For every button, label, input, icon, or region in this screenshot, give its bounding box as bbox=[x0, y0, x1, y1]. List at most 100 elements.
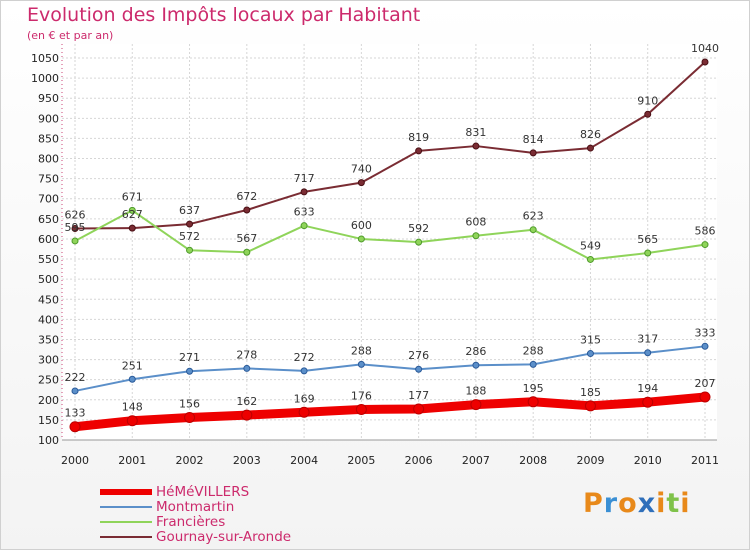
data-label-gournay-sur-aronde: 1040 bbox=[691, 42, 719, 55]
y-tick-label: 500 bbox=[38, 273, 59, 286]
data-label-h-m-villers: 195 bbox=[523, 382, 544, 395]
x-tick-label: 2010 bbox=[634, 454, 662, 467]
data-label-h-m-villers: 169 bbox=[294, 392, 315, 405]
data-point-franci-res bbox=[71, 237, 79, 245]
data-label-gournay-sur-aronde: 626 bbox=[65, 208, 86, 221]
data-label-h-m-villers: 156 bbox=[179, 397, 200, 410]
data-point-franci-res bbox=[701, 241, 709, 249]
data-point-gournay-sur-aronde bbox=[529, 149, 537, 157]
logo-letter: o bbox=[618, 488, 638, 519]
data-label-h-m-villers: 148 bbox=[122, 401, 143, 414]
logo-letter: P bbox=[583, 488, 604, 519]
series-line-montmartin bbox=[74, 345, 706, 392]
y-tick-label: 200 bbox=[38, 394, 59, 407]
data-point-montmartin bbox=[701, 342, 709, 350]
legend-label-gournay: Gournay-sur-Aronde bbox=[156, 529, 292, 545]
legend-item-francieres: Francières bbox=[100, 515, 360, 530]
data-point-h-m-villers bbox=[642, 396, 654, 408]
data-label-gournay-sur-aronde: 814 bbox=[523, 133, 544, 146]
x-tick-label: 2006 bbox=[405, 454, 433, 467]
legend-item-hemevillers: HéMéVILLERS bbox=[100, 485, 360, 500]
data-label-gournay-sur-aronde: 717 bbox=[294, 172, 315, 185]
data-point-montmartin bbox=[186, 367, 194, 375]
data-label-h-m-villers: 176 bbox=[351, 389, 372, 402]
data-point-h-m-villers bbox=[527, 396, 539, 408]
legend: HéMéVILLERS Montmartin Francières Gourna… bbox=[100, 485, 360, 545]
series-line-gournay-sur-aronde bbox=[74, 61, 706, 230]
data-label-franci-res: 549 bbox=[580, 239, 601, 252]
data-point-montmartin bbox=[128, 375, 136, 383]
data-point-franci-res bbox=[472, 232, 480, 240]
data-point-montmartin bbox=[71, 387, 79, 395]
data-label-h-m-villers: 162 bbox=[236, 395, 257, 408]
data-label-montmartin: 278 bbox=[236, 348, 257, 361]
data-point-h-m-villers bbox=[470, 399, 482, 411]
chart-subtitle: (en € et par an) bbox=[27, 29, 114, 42]
data-point-gournay-sur-aronde bbox=[243, 206, 251, 214]
legend-label-francieres: Francières bbox=[156, 514, 226, 530]
data-label-gournay-sur-aronde: 672 bbox=[236, 190, 257, 203]
legend-swatch-montmartin bbox=[100, 506, 152, 508]
data-point-franci-res bbox=[529, 226, 537, 234]
x-tick-label: 2004 bbox=[290, 454, 318, 467]
data-labels: 626 627 637 672 717 740 819 831 814 826 910 1040 595… bbox=[65, 42, 720, 420]
data-label-franci-res: 565 bbox=[637, 233, 658, 246]
data-point-gournay-sur-aronde bbox=[186, 220, 194, 228]
data-label-h-m-villers: 133 bbox=[65, 407, 86, 420]
data-label-franci-res: 586 bbox=[695, 225, 716, 238]
data-point-h-m-villers bbox=[184, 411, 196, 423]
data-label-franci-res: 600 bbox=[351, 219, 372, 232]
data-point-franci-res bbox=[128, 206, 136, 214]
data-point-h-m-villers bbox=[355, 403, 367, 415]
y-tick-label: 300 bbox=[38, 354, 59, 367]
data-label-franci-res: 592 bbox=[408, 222, 429, 235]
data-point-montmartin bbox=[586, 350, 594, 358]
y-tick-label: 250 bbox=[38, 374, 59, 387]
data-label-franci-res: 623 bbox=[523, 210, 544, 223]
data-label-h-m-villers: 185 bbox=[580, 386, 601, 399]
data-point-h-m-villers bbox=[298, 406, 310, 418]
data-point-montmartin bbox=[644, 349, 652, 357]
data-point-gournay-sur-aronde bbox=[472, 142, 480, 150]
data-point-h-m-villers bbox=[413, 403, 425, 415]
data-point-franci-res bbox=[243, 248, 251, 256]
data-point-gournay-sur-aronde bbox=[415, 147, 423, 155]
data-label-franci-res: 595 bbox=[65, 221, 86, 234]
chart-title: Evolution des Impôts locaux par Habitant bbox=[27, 4, 421, 26]
data-label-montmartin: 286 bbox=[465, 345, 486, 358]
y-tick-label: 350 bbox=[38, 333, 59, 346]
data-label-franci-res: 633 bbox=[294, 206, 315, 219]
data-point-gournay-sur-aronde bbox=[701, 58, 709, 66]
data-point-gournay-sur-aronde bbox=[71, 224, 79, 232]
data-label-gournay-sur-aronde: 826 bbox=[580, 128, 601, 141]
y-tick-label: 400 bbox=[38, 313, 59, 326]
y-tick-label: 1000 bbox=[31, 72, 59, 85]
x-tick-label: 2011 bbox=[691, 454, 719, 467]
plot-area bbox=[62, 44, 717, 440]
x-tick-label: 2005 bbox=[347, 454, 375, 467]
proxiti-logo: Proxiti bbox=[583, 488, 691, 519]
data-label-h-m-villers: 177 bbox=[408, 389, 429, 402]
y-tick-label: 700 bbox=[38, 193, 59, 206]
data-point-gournay-sur-aronde bbox=[300, 188, 308, 196]
data-point-franci-res bbox=[300, 222, 308, 230]
data-point-gournay-sur-aronde bbox=[128, 224, 136, 232]
data-label-h-m-villers: 194 bbox=[637, 382, 658, 395]
legend-swatch-hemevillers bbox=[100, 489, 152, 495]
data-point-montmartin bbox=[243, 364, 251, 372]
data-point-montmartin bbox=[300, 367, 308, 375]
data-point-h-m-villers bbox=[699, 391, 711, 403]
data-label-gournay-sur-aronde: 910 bbox=[637, 94, 658, 107]
data-label-h-m-villers: 207 bbox=[695, 377, 716, 390]
series-line-franci-res bbox=[74, 209, 706, 261]
legend-swatch-francieres bbox=[100, 521, 152, 523]
data-point-montmartin bbox=[529, 360, 537, 368]
data-label-gournay-sur-aronde: 637 bbox=[179, 204, 200, 217]
data-point-h-m-villers bbox=[584, 400, 596, 412]
data-label-montmartin: 333 bbox=[695, 326, 716, 339]
data-label-gournay-sur-aronde: 627 bbox=[122, 208, 143, 221]
logo-letter: t bbox=[666, 488, 681, 519]
y-tick-label: 850 bbox=[38, 132, 59, 145]
data-point-franci-res bbox=[357, 235, 365, 243]
